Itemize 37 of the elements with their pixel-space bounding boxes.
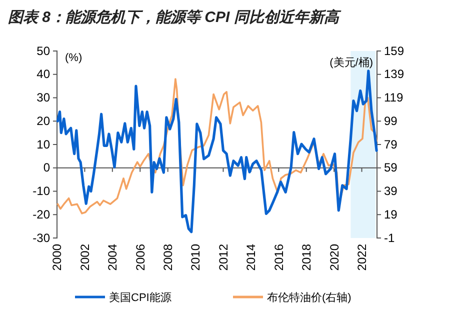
x-tick-label: 2022	[354, 244, 369, 271]
x-tick-label: 2006	[133, 244, 148, 271]
x-tick-label: 2012	[216, 244, 230, 271]
x-tick-label: 2002	[78, 244, 92, 271]
x-tick-label: 2018	[300, 244, 314, 271]
y2-tick-label: 39	[384, 184, 398, 198]
y2-tick-label: 59	[384, 160, 398, 175]
y-tick-label: -30	[32, 230, 50, 245]
x-tick-label: 2016	[272, 244, 286, 271]
x-tick-label: 2004	[106, 244, 120, 271]
x-tick-label: 2000	[50, 244, 64, 271]
line-series	[56, 78, 378, 214]
x-tick-label: 2010	[188, 244, 203, 271]
x-tick-label: 2020	[327, 244, 342, 271]
y2-axis-title: (美元/桶)	[330, 56, 373, 69]
y2-tick-label: 159	[384, 44, 404, 58]
line-series	[56, 70, 378, 234]
y-tick-label: 40	[36, 67, 50, 82]
y2-tick-label: 79	[384, 137, 398, 152]
y-tick-label: -20	[32, 207, 50, 222]
y-tick-label: 20	[36, 114, 50, 128]
y2-tick-label: 139	[384, 67, 404, 82]
y2-tick-label: 19	[384, 207, 398, 222]
x-tick-label: 2014	[244, 244, 258, 271]
y-tick-label: 30	[36, 90, 50, 105]
chart-title: 图表 8：能源危机下，能源等 CPI 同比创近年新高	[8, 8, 342, 26]
y-tick-label: -10	[32, 184, 50, 198]
y-tick-label: 10	[36, 137, 50, 152]
y2-tick-label: -1	[384, 230, 395, 245]
legend-label: 布伦特油价(右轴)	[267, 291, 352, 304]
y-tick-label: 50	[36, 44, 50, 58]
y-tick-label: 0	[43, 160, 50, 175]
x-tick-label: 2008	[161, 244, 176, 271]
y2-tick-label: 119	[384, 90, 404, 105]
y-axis-title: (%)	[65, 52, 82, 64]
y2-tick-label: 99	[384, 114, 398, 128]
legend-label: 美国CPI能源	[109, 291, 172, 304]
